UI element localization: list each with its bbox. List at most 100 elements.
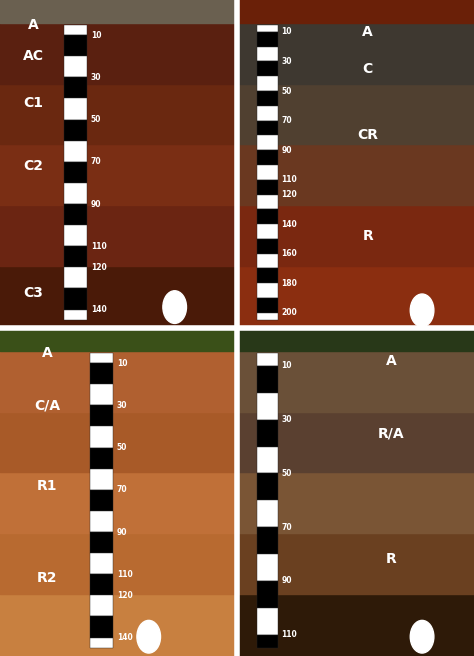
Text: R/A: R/A [378, 426, 405, 440]
Bar [90, 638, 113, 648]
Circle shape [163, 291, 186, 323]
Bar [257, 135, 278, 150]
Bar [64, 140, 87, 162]
Bar [257, 283, 278, 298]
Text: R2: R2 [37, 571, 57, 585]
Bar [257, 180, 278, 194]
Text: 90: 90 [282, 146, 292, 155]
Bar [90, 490, 113, 511]
Bar [90, 352, 113, 363]
Text: 110: 110 [117, 570, 133, 579]
Text: C: C [363, 62, 373, 76]
Bar [90, 574, 113, 596]
Text: 140: 140 [117, 633, 133, 642]
Text: 30: 30 [117, 401, 128, 410]
Bar [257, 554, 278, 581]
Bar [257, 581, 278, 608]
Text: 30: 30 [282, 57, 292, 66]
Text: 70: 70 [282, 523, 292, 532]
Text: 50: 50 [282, 469, 292, 478]
Bar [64, 98, 87, 119]
Text: 180: 180 [282, 279, 298, 288]
Text: 50: 50 [91, 115, 101, 124]
Text: 70: 70 [282, 116, 292, 125]
Bar [90, 553, 113, 574]
Text: 120: 120 [91, 263, 107, 272]
Text: 70: 70 [117, 485, 128, 494]
Bar [257, 393, 278, 420]
Bar [64, 204, 87, 225]
Bar [257, 150, 278, 165]
Text: C3: C3 [23, 286, 43, 300]
Bar [257, 527, 278, 554]
Bar [257, 501, 278, 527]
Text: A: A [363, 25, 373, 39]
Text: 120: 120 [117, 591, 133, 600]
Bar [257, 106, 278, 121]
Text: R: R [363, 229, 373, 243]
Bar [257, 298, 278, 313]
Bar [64, 183, 87, 204]
Bar [257, 209, 278, 224]
Bar [90, 468, 113, 490]
Bar [64, 119, 87, 140]
Text: 10: 10 [282, 361, 292, 371]
Text: 10: 10 [91, 31, 101, 39]
Bar [90, 596, 113, 617]
Bar [257, 76, 278, 91]
Bar [64, 310, 87, 320]
Text: 90: 90 [282, 577, 292, 585]
Bar [257, 239, 278, 254]
Bar [90, 532, 113, 553]
Bar [90, 511, 113, 532]
Bar [64, 56, 87, 77]
Bar [257, 121, 278, 135]
Bar [257, 165, 278, 180]
Text: 140: 140 [91, 305, 107, 314]
Text: A: A [386, 354, 397, 367]
Bar [90, 384, 113, 405]
Bar [257, 47, 278, 62]
Text: 90: 90 [91, 199, 101, 209]
Bar [64, 268, 87, 289]
Text: R: R [386, 552, 397, 567]
Text: 140: 140 [282, 220, 297, 228]
Text: A: A [27, 18, 38, 31]
Bar [257, 313, 278, 320]
Bar [257, 608, 278, 635]
Text: C/A: C/A [34, 398, 60, 413]
Circle shape [410, 294, 434, 327]
Bar [257, 24, 278, 32]
Circle shape [137, 621, 161, 653]
Bar [64, 246, 87, 268]
Text: 30: 30 [91, 73, 101, 82]
Bar [257, 447, 278, 474]
Text: C1: C1 [23, 96, 43, 110]
Text: 200: 200 [282, 308, 297, 318]
Text: 10: 10 [282, 28, 292, 36]
Bar [90, 426, 113, 447]
Bar [64, 35, 87, 56]
Text: AC: AC [23, 49, 44, 63]
Text: A: A [42, 346, 53, 359]
Bar [90, 363, 113, 384]
Text: 50: 50 [117, 443, 127, 452]
Bar [257, 224, 278, 239]
Text: R1: R1 [37, 478, 57, 493]
Bar [64, 77, 87, 98]
Bar [257, 635, 278, 648]
Bar [90, 405, 113, 426]
Text: 110: 110 [91, 242, 107, 251]
Bar [257, 352, 278, 366]
Circle shape [410, 621, 434, 653]
Bar [90, 617, 113, 638]
Bar [257, 268, 278, 283]
Bar [64, 289, 87, 310]
Bar [257, 194, 278, 209]
Bar [64, 162, 87, 183]
Text: 30: 30 [282, 415, 292, 424]
Bar [257, 420, 278, 447]
Text: C2: C2 [23, 159, 43, 173]
Bar [257, 366, 278, 393]
Text: 70: 70 [91, 157, 101, 166]
